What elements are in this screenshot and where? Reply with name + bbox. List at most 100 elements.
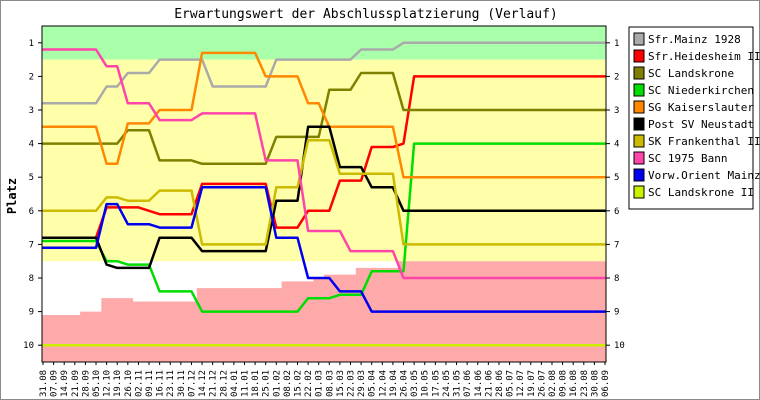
legend-swatch-8 — [633, 168, 645, 182]
y-axis-label: Platz — [5, 178, 19, 214]
y-tick-label-left: 10 — [23, 341, 34, 351]
x-tick-label: 15.03 — [336, 370, 346, 397]
x-tick-label: 25.01 — [262, 370, 272, 397]
x-tick-label: 31.05 — [453, 370, 463, 397]
x-tick-label: 08.02 — [283, 370, 293, 397]
legend-swatch-7 — [633, 151, 645, 165]
y-tick-label-right: 6 — [614, 207, 619, 217]
y-tick-label-left: 5 — [29, 173, 34, 183]
x-tick-label: 26.10 — [124, 370, 134, 397]
legend-swatch-1 — [633, 49, 645, 63]
x-tick-label: 21.12 — [209, 370, 219, 397]
x-tick-label: 16.11 — [156, 370, 166, 397]
legend-swatch-0 — [633, 32, 645, 46]
x-tick-label: 09.11 — [145, 370, 155, 397]
x-tick-label: 24.05 — [442, 370, 452, 397]
x-tick-label: 21.09 — [71, 370, 81, 397]
y-tick-label-left: 2 — [29, 72, 34, 82]
x-tick-label: 14.06 — [474, 370, 484, 397]
legend-box — [628, 26, 754, 210]
x-tick-label: 19.04 — [389, 370, 399, 397]
series-line-3 — [41, 142, 607, 313]
series-line-0 — [41, 41, 607, 105]
y-tick-label-left: 7 — [29, 240, 34, 250]
series-lines-layer — [41, 41, 607, 347]
x-tick-label: 28.09 — [81, 370, 91, 397]
x-tick-label: 22.03 — [347, 370, 357, 397]
x-tick-label: 12.07 — [516, 370, 526, 397]
legend-label-6: SK Frankenthal II — [648, 135, 760, 148]
x-tick-label: 23.11 — [166, 370, 176, 397]
x-tick-label: 22.02 — [304, 370, 314, 397]
x-tick-label: 14.09 — [60, 370, 70, 397]
series-line-1 — [41, 75, 607, 239]
legend-swatch-4 — [633, 100, 645, 114]
x-tick-label: 04.01 — [230, 370, 240, 397]
legend-label-9: SC Landskrone II — [648, 186, 754, 199]
x-tick-label: 29.03 — [357, 370, 367, 397]
x-tick-label: 19.10 — [113, 370, 123, 397]
x-tick-label: 06.09 — [601, 370, 611, 397]
series-line-7 — [41, 48, 607, 280]
plot-area-border — [41, 25, 607, 363]
series-line-5 — [41, 125, 607, 270]
x-tick-label: 18.01 — [251, 370, 261, 397]
legend-swatch-6 — [633, 134, 645, 148]
legend-swatch-2 — [633, 66, 645, 80]
x-ticks: 31.08 07.09 14.09 21.09 28.09 05.10 12.10 19.10… — [39, 362, 611, 397]
x-tick-label: 05.07 — [506, 370, 516, 397]
y-ticks-right: 1 2 3 4 5 6 7 8 9 10 — [606, 39, 625, 351]
legend: Sfr.Mainz 1928 Sfr.Heidesheim II SC Landsk… — [628, 26, 760, 210]
x-tick-label: 23.08 — [580, 370, 590, 397]
y-tick-label-right: 8 — [614, 274, 619, 284]
chart-title: Erwartungswert der Abschlussplatzierung … — [174, 7, 558, 22]
x-tick-label: 16.08 — [569, 370, 579, 397]
y-tick-label-left: 3 — [29, 106, 34, 116]
x-tick-label: 28.12 — [219, 370, 229, 397]
x-tick-label: 26.04 — [400, 370, 410, 397]
y-tick-label-right: 4 — [614, 140, 619, 150]
x-tick-label: 07.06 — [463, 370, 473, 397]
x-tick-label: 01.02 — [272, 370, 282, 397]
x-tick-label: 07.12 — [187, 370, 197, 397]
legend-swatch-3 — [633, 83, 645, 97]
zones-layer — [42, 26, 606, 362]
y-tick-label-left: 9 — [29, 308, 34, 318]
legend-label-1: Sfr.Heidesheim II — [648, 50, 760, 63]
x-tick-label: 12.10 — [103, 370, 113, 397]
series-line-8 — [41, 186, 607, 313]
y-tick-label-left: 1 — [29, 39, 34, 49]
y-tick-label-left: 4 — [29, 140, 34, 150]
y-tick-label-right: 10 — [614, 341, 625, 351]
legend-label-2: SC Landskrone — [648, 67, 734, 80]
legend-label-8: Vorw.Orient Mainz — [648, 169, 760, 182]
x-tick-label: 21.06 — [484, 370, 494, 397]
y-tick-label-right: 7 — [614, 240, 619, 250]
series-line-4 — [41, 51, 607, 179]
x-tick-label: 11.01 — [240, 370, 250, 397]
legend-swatch-9 — [633, 185, 645, 199]
x-tick-label: 09.08 — [559, 370, 569, 397]
legend-label-4: SG Kaiserslauter — [648, 101, 754, 114]
x-tick-label: 17.05 — [431, 370, 441, 397]
y-tick-label-right: 9 — [614, 308, 619, 318]
x-tick-label: 12.04 — [378, 370, 388, 397]
x-tick-label: 15.02 — [293, 370, 303, 397]
y-tick-label-right: 1 — [614, 39, 619, 49]
x-tick-label: 02.08 — [548, 370, 558, 397]
x-tick-label: 30.08 — [590, 370, 600, 397]
x-tick-label: 31.08 — [39, 370, 49, 397]
x-tick-label: 03.05 — [410, 370, 420, 397]
x-tick-label: 14.12 — [198, 370, 208, 397]
zone-mittelfeld — [42, 59, 606, 262]
legend-swatch-5 — [633, 117, 645, 131]
x-tick-label: 05.10 — [92, 370, 102, 397]
y-tick-label-right: 5 — [614, 173, 619, 183]
x-tick-label: 05.04 — [368, 370, 378, 397]
legend-label-7: SC 1975 Bann — [648, 152, 727, 165]
y-ticks-left: 1 2 3 4 5 6 7 8 9 10 — [23, 39, 42, 351]
x-tick-label: 08.03 — [325, 370, 335, 397]
x-tick-label: 01.03 — [315, 370, 325, 397]
y-tick-label-right: 2 — [614, 72, 619, 82]
